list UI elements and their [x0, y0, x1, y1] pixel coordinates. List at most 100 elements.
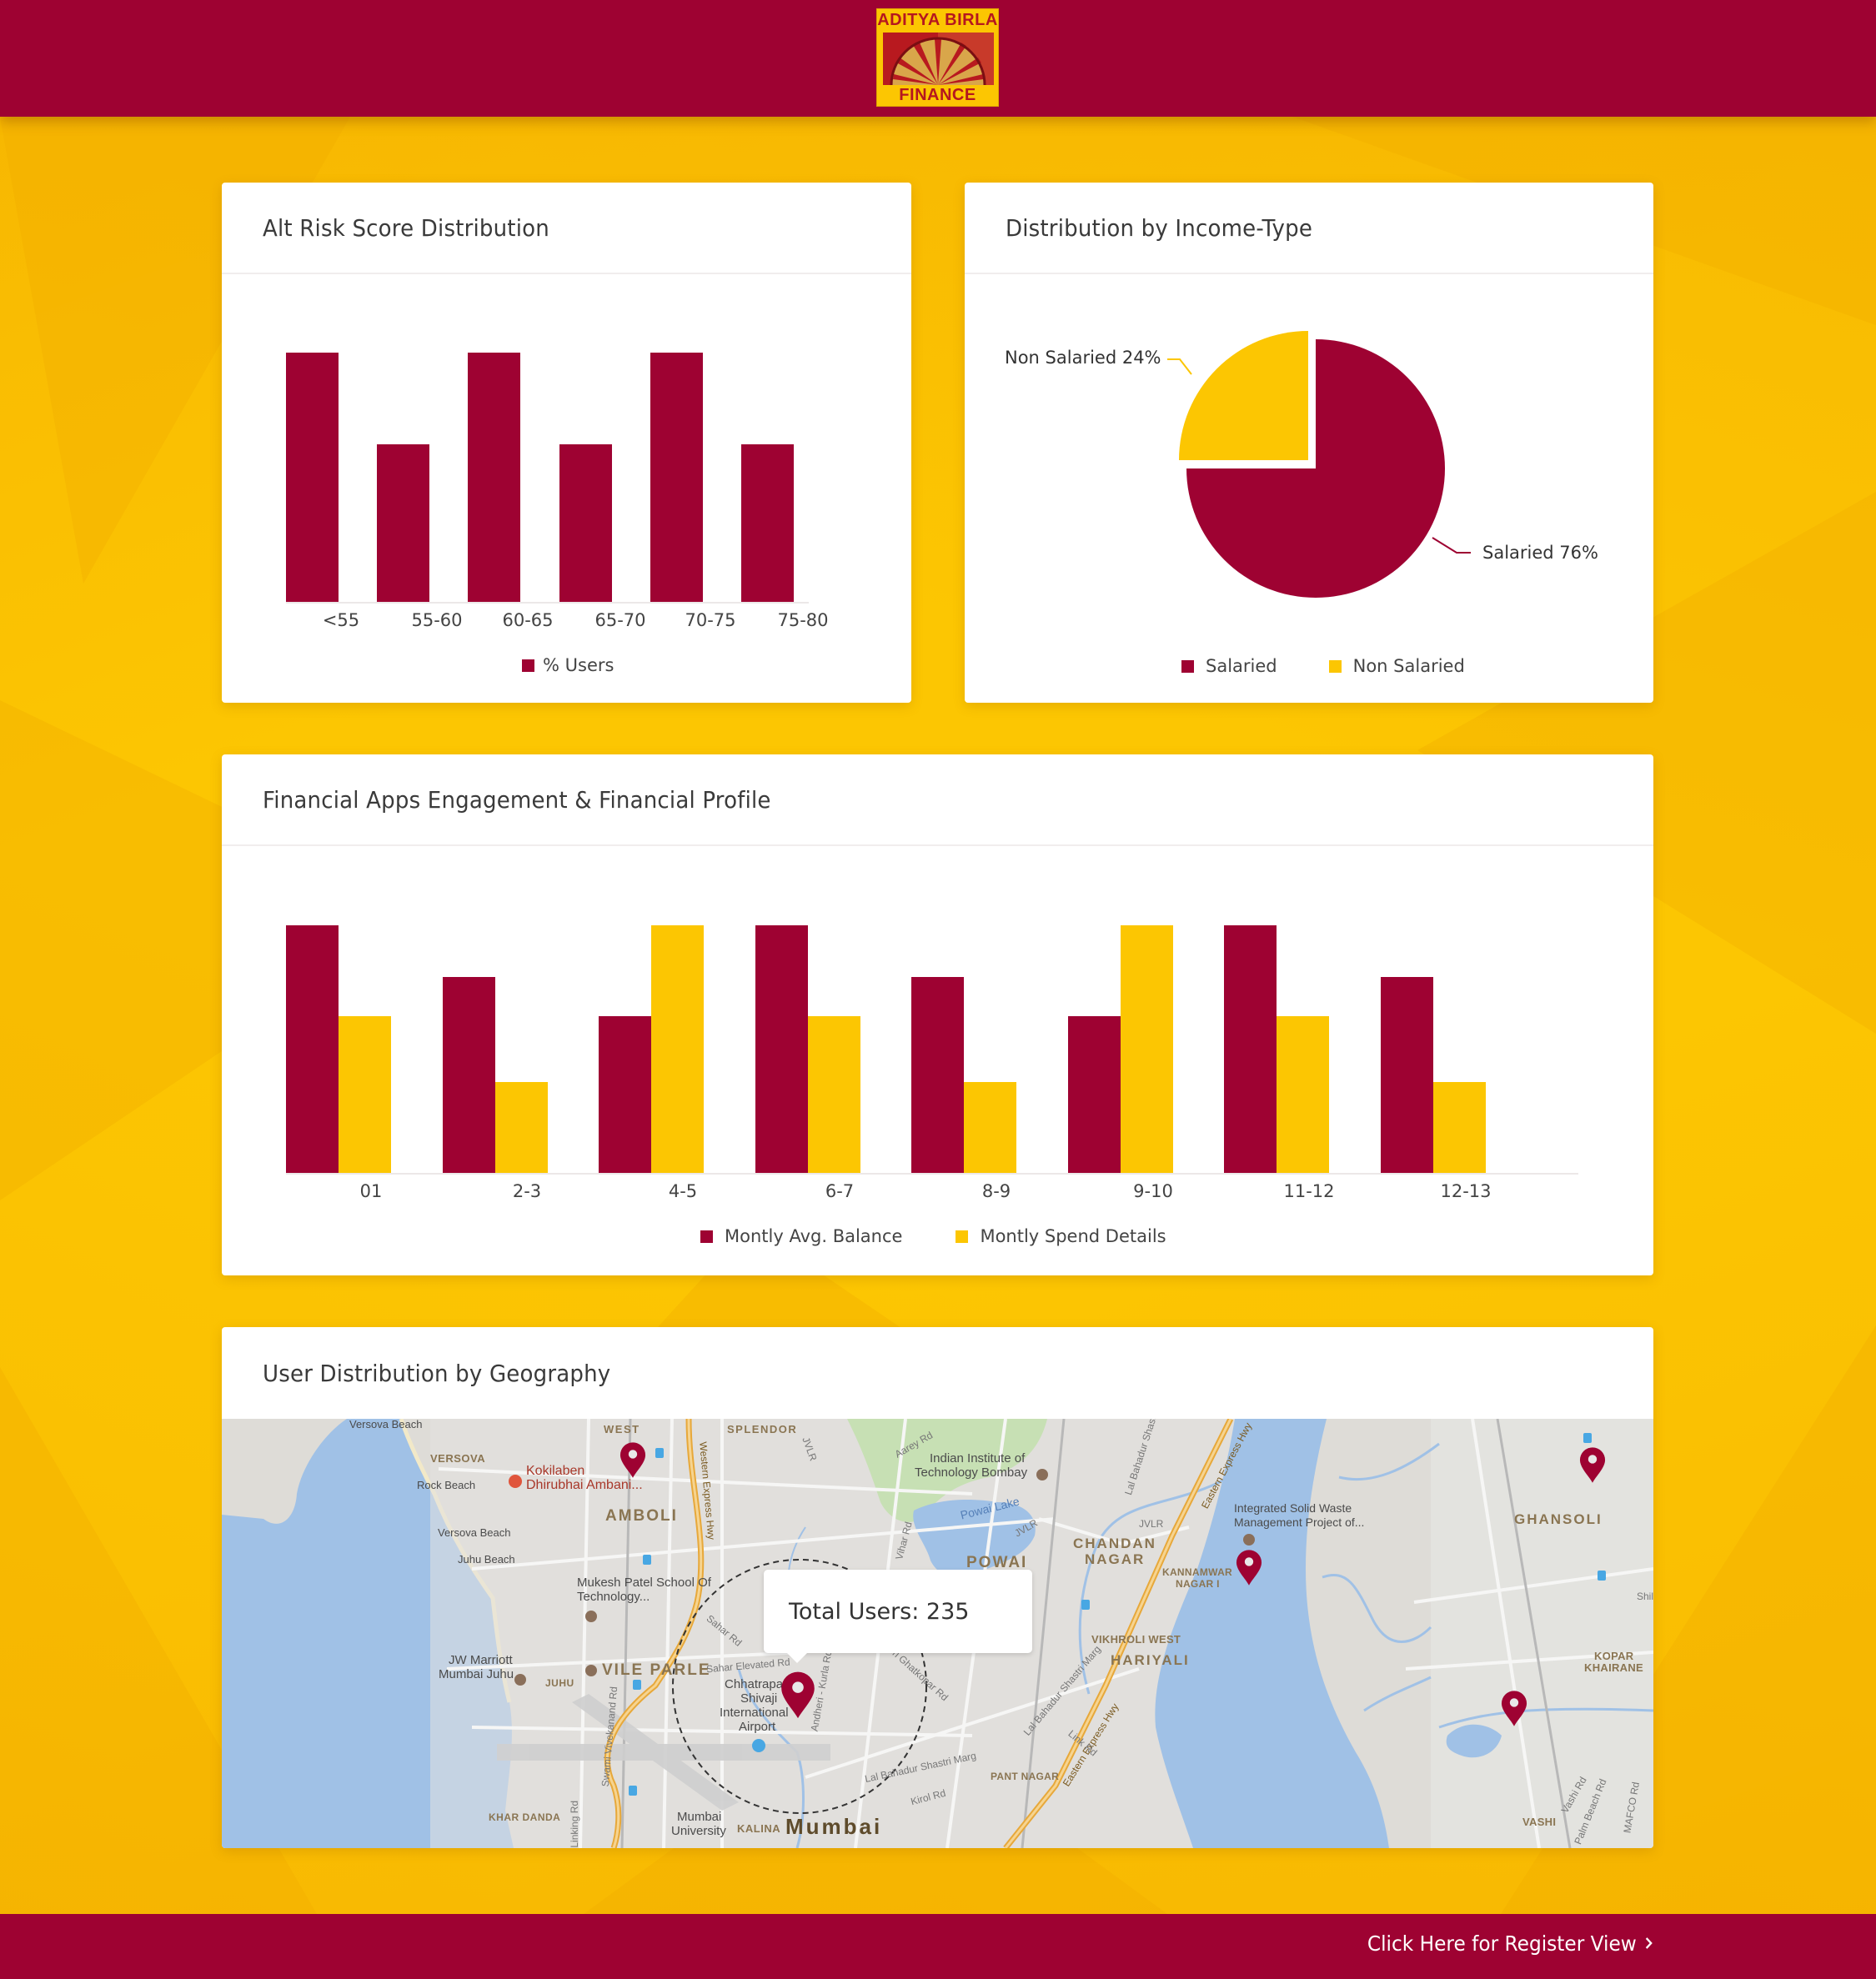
- x-tick: 6-7: [825, 1181, 855, 1201]
- legend-label-salaried[interactable]: Salaried: [1206, 656, 1277, 676]
- legend-label-spend[interactable]: Montly Spend Details: [980, 1226, 1166, 1246]
- logo-text-top: ADITYA BIRLA: [877, 11, 998, 29]
- map-label: Versova Beach: [349, 1419, 423, 1430]
- x-tick: 70-75: [685, 610, 736, 630]
- map-label: VERSOVA: [430, 1452, 486, 1465]
- sunburst-logo-icon: [883, 33, 994, 86]
- map-label: Mumbai Juhu: [439, 1667, 514, 1681]
- risk-bar-chart: [286, 353, 809, 603]
- pie-label-non-salaried: Non Salaried 24%: [1005, 348, 1161, 368]
- geography-card: User Distribution by Geography: [222, 1327, 1653, 1848]
- map-label: Technology Bombay: [915, 1465, 1028, 1480]
- bar-spend-9-10[interactable]: [1121, 925, 1173, 1174]
- map-label: Management Project of...: [1234, 1516, 1365, 1529]
- map-label: GHANSOLI: [1514, 1511, 1603, 1527]
- map-label: WEST: [604, 1423, 640, 1435]
- chart-legend: Montly Avg. Balance Montly Spend Details: [700, 1226, 1166, 1246]
- chart-legend: Salaried Non Salaried: [1181, 656, 1465, 676]
- bar-spend-01[interactable]: [339, 1016, 391, 1174]
- bar-spend-12-13[interactable]: [1433, 1082, 1486, 1174]
- map-pin-icon[interactable]: [1579, 1447, 1606, 1484]
- bar-balance-8-9[interactable]: [911, 977, 964, 1174]
- card-header: Financial Apps Engagement & Financial Pr…: [222, 754, 1653, 846]
- engagement-grouped-bar-chart: [286, 925, 1578, 1174]
- map-label: HARIYALI: [1111, 1652, 1190, 1668]
- alt-risk-score-card: Alt Risk Score Distribution <55 55-60 60…: [222, 183, 911, 703]
- map-label: Versova Beach: [438, 1526, 511, 1539]
- bar-65-70[interactable]: [559, 444, 612, 603]
- legend-swatch-non-salaried: [1328, 659, 1342, 673]
- map-label: KHAIRANE: [1584, 1661, 1644, 1674]
- chevron-right-icon: [1644, 1931, 1653, 1956]
- bar-70-75[interactable]: [650, 353, 703, 603]
- bar-55-60[interactable]: [377, 444, 429, 603]
- map-label: KHAR DANDA: [489, 1811, 561, 1823]
- x-tick: 75-80: [777, 610, 829, 630]
- bar-spend-4-5[interactable]: [651, 925, 704, 1174]
- x-tick: 9-10: [1133, 1181, 1173, 1201]
- top-header: ADITYA BIRLA FINANCE: [0, 0, 1876, 117]
- map-label: Rock Beach: [417, 1479, 476, 1491]
- legend-label-non-salaried[interactable]: Non Salaried: [1352, 656, 1465, 676]
- bottom-footer: Click Here for Register View: [0, 1914, 1876, 1979]
- map-label: Shivaji: [740, 1691, 778, 1706]
- map-label: Shil: [1637, 1591, 1653, 1602]
- map-label: KOPAR: [1594, 1650, 1634, 1662]
- x-tick: <55: [322, 610, 360, 630]
- card-title: User Distribution by Geography: [263, 1359, 611, 1387]
- map-tooltip: Total Users: 235: [764, 1570, 1032, 1663]
- bar-balance-9-10[interactable]: [1068, 1016, 1121, 1174]
- bar-balance-2-3[interactable]: [443, 977, 495, 1174]
- x-tick: 55-60: [411, 610, 463, 630]
- x-tick: 01: [359, 1181, 383, 1201]
- x-tick: 8-9: [981, 1181, 1011, 1201]
- map-label: Mumbai: [677, 1810, 722, 1824]
- x-axis-line: [286, 602, 809, 604]
- register-view-link[interactable]: Click Here for Register View: [1367, 1931, 1653, 1956]
- bar-balance-12-13[interactable]: [1381, 977, 1433, 1174]
- bar-balance-11-12[interactable]: [1224, 925, 1277, 1174]
- pie-slice-salaried[interactable]: [1186, 339, 1445, 598]
- card-title: Alt Risk Score Distribution: [263, 213, 549, 242]
- logo-text-bottom: FINANCE: [899, 86, 976, 104]
- pie-slice-non-salaried[interactable]: [1179, 331, 1308, 460]
- legend-label-balance[interactable]: Montly Avg. Balance: [725, 1226, 903, 1246]
- map-pin-icon[interactable]: [1236, 1550, 1262, 1586]
- bar-balance-01[interactable]: [286, 925, 339, 1174]
- card-header: Alt Risk Score Distribution: [222, 183, 911, 274]
- legend-swatch-salaried: [1181, 659, 1194, 673]
- leader-line-salaried: [1432, 537, 1471, 554]
- map-pin-icon[interactable]: [1501, 1691, 1527, 1727]
- bar-lt55[interactable]: [286, 353, 339, 603]
- map-label: CHANDAN: [1073, 1536, 1156, 1551]
- map-label: NAGAR I: [1176, 1578, 1220, 1590]
- map-label: POWAI: [966, 1554, 1028, 1571]
- bar-spend-8-9[interactable]: [964, 1082, 1016, 1174]
- bar-75-80[interactable]: [741, 444, 794, 603]
- map-label: JVLR: [1139, 1518, 1164, 1530]
- bar-60-65[interactable]: [468, 353, 520, 603]
- map-label: Airport: [739, 1720, 776, 1734]
- card-header: Distribution by Income-Type: [965, 183, 1653, 274]
- map-label: Indian Institute of: [930, 1451, 1026, 1465]
- map-label: SPLENDOR: [727, 1423, 798, 1435]
- geography-map[interactable]: Versova Beach WEST SPLENDOR VERSOVA Koki…: [222, 1419, 1653, 1848]
- bar-balance-4-5[interactable]: [599, 1016, 651, 1174]
- bar-spend-2-3[interactable]: [495, 1082, 548, 1174]
- map-label: Mumbai: [785, 1814, 883, 1839]
- map-label: Integrated Solid Waste: [1234, 1501, 1352, 1515]
- map-pin-icon[interactable]: [619, 1442, 646, 1479]
- income-pie-chart: [1167, 331, 1471, 598]
- map-label: Kokilaben: [526, 1464, 585, 1478]
- bar-spend-6-7[interactable]: [808, 1016, 860, 1174]
- map-pin-icon[interactable]: [780, 1671, 815, 1720]
- map-label: VIKHROLI WEST: [1091, 1633, 1181, 1646]
- x-tick: 12-13: [1440, 1181, 1492, 1201]
- legend-swatch-spend: [956, 1230, 969, 1243]
- bar-balance-6-7[interactable]: [755, 925, 808, 1174]
- legend-label[interactable]: % Users: [543, 655, 614, 675]
- aditya-birla-finance-logo[interactable]: ADITYA BIRLA FINANCE: [876, 8, 999, 107]
- bar-spend-11-12[interactable]: [1277, 1016, 1329, 1174]
- card-title: Distribution by Income-Type: [1006, 213, 1313, 242]
- leader-line-non-salaried: [1167, 358, 1192, 375]
